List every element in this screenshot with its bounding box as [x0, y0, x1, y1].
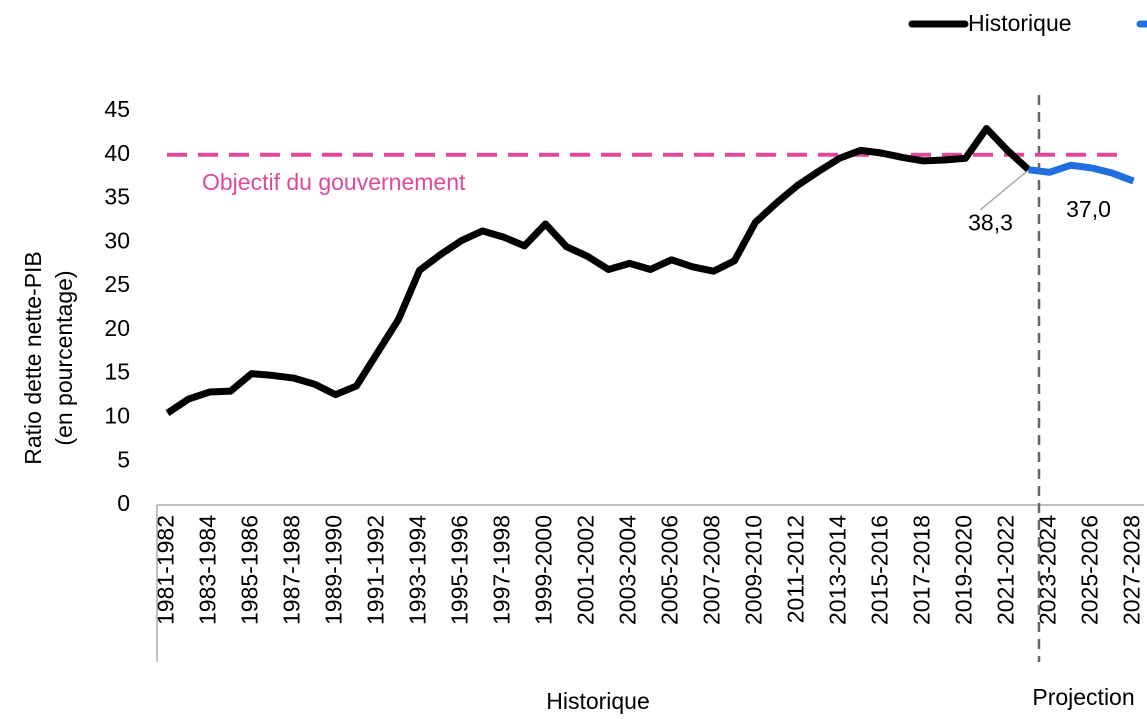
series-line	[165, 125, 1031, 416]
x-tick-label: 1999-2000	[531, 515, 557, 625]
x-tick-label: 2025-2026	[1077, 515, 1103, 625]
y-tick-label: 25	[104, 271, 130, 297]
y-tick-label: 45	[104, 96, 130, 122]
x-tick-label: 2017-2018	[909, 515, 935, 625]
x-tick-label: 2003-2004	[615, 515, 641, 625]
x-tick-label: 1989-1990	[321, 515, 347, 625]
x-tick-label: 2007-2008	[699, 515, 725, 625]
x-tick-label: 2001-2002	[573, 515, 599, 625]
data-label: 38,3	[968, 210, 1013, 236]
x-tick-label: 2011-2012	[783, 515, 809, 623]
x-tick-label: 1995-1996	[447, 515, 473, 625]
y-tick-label: 15	[104, 359, 130, 385]
x-tick-label: 1983-1984	[195, 515, 221, 625]
y-tick-label: 20	[104, 315, 130, 341]
y-tick-label: 0	[117, 490, 130, 516]
x-tick-label: 2019-2020	[951, 515, 977, 625]
section-label: Historique	[546, 688, 650, 714]
section-label: Projection	[1032, 684, 1134, 710]
y-axis-label: Ratio dette nette-PIB	[20, 251, 46, 465]
target-label: Objectif du gouvernement	[202, 169, 466, 195]
legend-label: Historique	[968, 10, 1072, 36]
y-tick-label: 30	[104, 227, 130, 253]
x-tick-label: 1991-1992	[363, 515, 389, 625]
label-leader	[980, 171, 1027, 211]
x-tick-label: 2021-2022	[993, 515, 1019, 625]
x-tick-label: 2015-2016	[867, 515, 893, 625]
x-tick-label: 1997-1998	[489, 515, 515, 625]
y-tick-label: 10	[104, 403, 130, 429]
x-tick-label: 1985-1986	[237, 515, 263, 625]
y-tick-label: 35	[104, 184, 130, 210]
x-tick-label: 1993-1994	[405, 515, 431, 625]
x-tick-label: 2027-2028	[1119, 515, 1145, 625]
x-tick-label: 1987-1988	[279, 515, 305, 625]
data-label: 37,0	[1066, 196, 1111, 222]
x-tick-label: 2009-2010	[741, 515, 767, 625]
y-axis-label: (en pourcentage)	[51, 270, 77, 445]
series-line	[1028, 161, 1135, 185]
y-tick-label: 5	[117, 446, 130, 472]
y-tick-label: 40	[104, 140, 130, 166]
x-tick-label: 2013-2014	[825, 515, 851, 625]
x-tick-label: 2005-2006	[657, 515, 683, 625]
